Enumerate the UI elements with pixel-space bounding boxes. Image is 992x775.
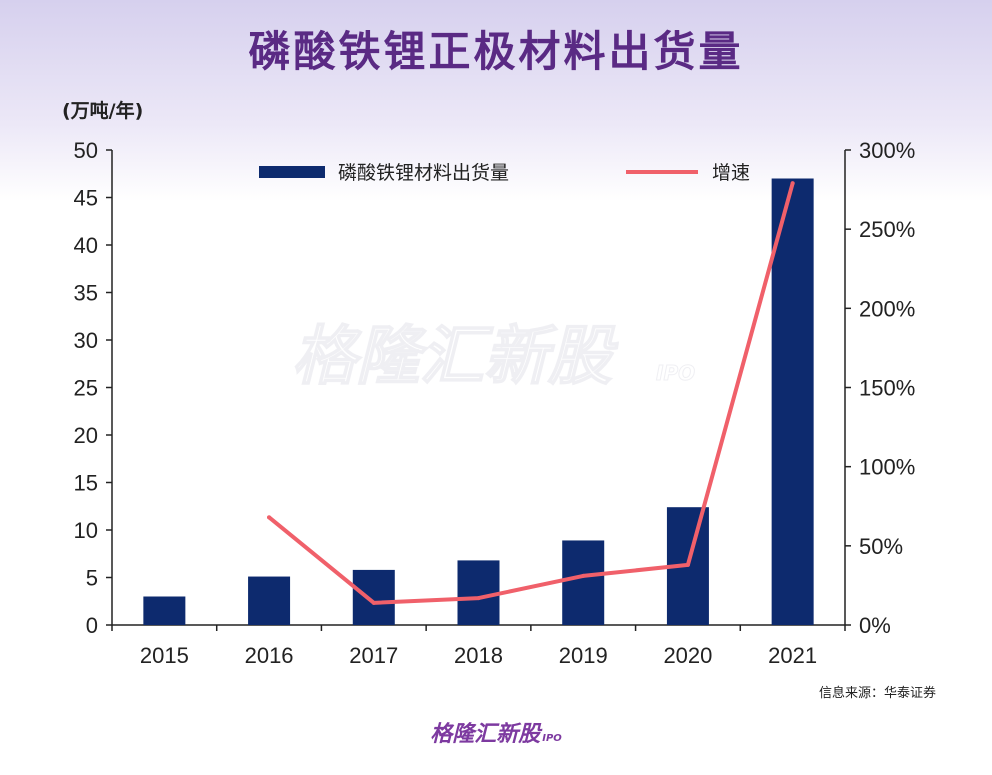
x-axis-tick-label: 2016 xyxy=(245,643,294,668)
left-axis-tick-label: 30 xyxy=(74,328,98,353)
growth-line xyxy=(267,181,795,605)
growth-line-series xyxy=(267,181,795,605)
left-axis-tick-label: 35 xyxy=(74,281,98,306)
bar xyxy=(562,540,605,625)
watermark-text: 格隆汇新股 xyxy=(292,320,619,394)
growth-point xyxy=(790,181,795,186)
right-axis-tick-label: 250% xyxy=(859,217,915,242)
x-axis-tick-label: 2021 xyxy=(768,643,817,668)
growth-point xyxy=(581,573,586,578)
left-axis-unit-label: (万吨/年) xyxy=(62,100,144,122)
right-axis-tick-label: 0% xyxy=(859,613,891,638)
left-axis-tick-label: 40 xyxy=(74,233,98,258)
right-axis-tick-label: 300% xyxy=(859,138,915,163)
growth-point xyxy=(685,562,690,567)
bar xyxy=(771,178,814,625)
right-axis-tick-label: 50% xyxy=(859,534,903,559)
right-axis-tick-label: 100% xyxy=(859,455,915,480)
watermark-sub-text: IPO xyxy=(656,361,695,385)
x-axis-tick-label: 2020 xyxy=(663,643,712,668)
footer-logo-text: 格隆汇新股 xyxy=(430,722,541,747)
x-axis-tick-label: 2015 xyxy=(140,643,189,668)
x-axis-tick-label: 2017 xyxy=(349,643,398,668)
growth-point xyxy=(476,596,481,601)
bar xyxy=(457,560,500,625)
bar-series xyxy=(143,178,814,625)
left-axis-tick-label: 5 xyxy=(86,566,98,591)
footer-logo-sub: IPO xyxy=(542,733,562,744)
watermark-logo: 格隆汇新股 IPO xyxy=(291,319,695,395)
left-axis-tick-label: 20 xyxy=(74,423,98,448)
right-axis-tick-label: 150% xyxy=(859,376,915,401)
left-axis-tick-label: 45 xyxy=(74,186,98,211)
bar xyxy=(248,576,291,625)
left-axis-tick-label: 25 xyxy=(74,376,98,401)
chart-legend: 磷酸铁锂材料出货量 增速 xyxy=(259,162,750,184)
left-axis-tick-label: 0 xyxy=(86,613,98,638)
left-axis-tick-label: 15 xyxy=(74,471,98,496)
chart-axes: 0 5 10 15 20 25 30 35 40 45 50 0% 50% 100% 150% 200% 250… xyxy=(74,138,916,668)
legend-bar-label: 磷酸铁锂材料出货量 xyxy=(338,162,509,184)
bar xyxy=(352,569,395,625)
source-note: 信息来源：华泰证券 xyxy=(818,686,936,701)
right-axis-tick-label: 200% xyxy=(859,296,915,321)
left-axis-tick-label: 10 xyxy=(74,518,98,543)
x-axis-tick-label: 2019 xyxy=(559,643,608,668)
left-axis-tick-label: 50 xyxy=(74,138,98,163)
legend-bar-swatch xyxy=(259,166,325,178)
footer-logo: 格隆汇新股 IPO xyxy=(0,716,992,748)
chart-title: 磷酸铁锂正极材料出货量 xyxy=(248,27,744,76)
growth-point xyxy=(267,515,272,520)
legend-line-label: 增速 xyxy=(712,162,750,184)
bar xyxy=(143,596,186,625)
growth-point xyxy=(371,600,376,605)
x-axis-tick-label: 2018 xyxy=(454,643,503,668)
